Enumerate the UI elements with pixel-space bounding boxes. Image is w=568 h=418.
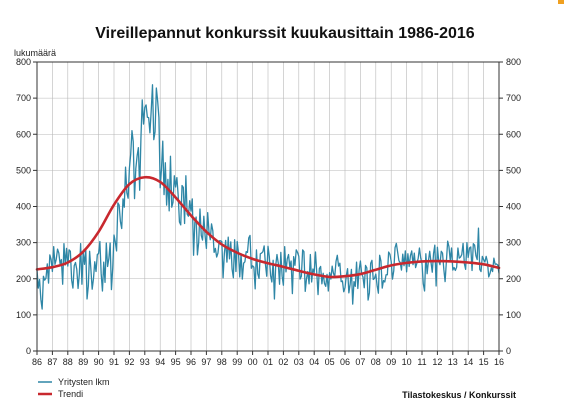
- y-tick-label: 600: [16, 129, 31, 139]
- y-tick-label: 500: [16, 165, 31, 175]
- x-tick-label: 98: [217, 357, 227, 367]
- x-tick-label: 93: [140, 357, 150, 367]
- x-tick-label: 90: [94, 357, 104, 367]
- chart-title: Vireillepannut konkurssit kuukausittain …: [95, 25, 475, 42]
- x-tick-label: 86: [32, 357, 42, 367]
- series-group: [35, 84, 501, 310]
- y-tick-label: 400: [506, 202, 521, 212]
- x-tick-label: 99: [232, 357, 242, 367]
- x-tick-label: 92: [124, 357, 134, 367]
- x-tick-label: 10: [402, 357, 412, 367]
- x-tick-label: 16: [494, 357, 504, 367]
- x-tick-label: 95: [171, 357, 181, 367]
- y-tick-label: 800: [16, 57, 31, 67]
- x-tick-label: 88: [63, 357, 73, 367]
- y-tick-label: 200: [506, 274, 521, 284]
- x-tick-label: 04: [309, 357, 319, 367]
- y-tick-label: 100: [16, 310, 31, 320]
- y-ticks-left: 0 100 200 300 400 500 600 700 800: [16, 57, 37, 356]
- x-tick-label: 00: [248, 357, 258, 367]
- y-tick-label: 500: [506, 165, 521, 175]
- x-tick-label: 11: [417, 357, 426, 367]
- x-ticks: 86 87 88 89 90 91 92 93 94 95 96 97 98 99 00 01 02 03 04 05…: [32, 351, 504, 367]
- y-tick-label: 700: [16, 93, 31, 103]
- source-note: Tilastokeskus / Konkurssit: [402, 390, 516, 400]
- x-tick-label: 02: [278, 357, 288, 367]
- x-tick-label: 89: [78, 357, 88, 367]
- y-tick-label: 800: [506, 57, 521, 67]
- y-tick-label: 600: [506, 129, 521, 139]
- grid: [37, 62, 499, 351]
- legend: Yritysten lkm Trendi: [38, 377, 110, 399]
- y-tick-label: 200: [16, 274, 31, 284]
- y-tick-label: 300: [16, 238, 31, 248]
- x-tick-label: 12: [432, 357, 442, 367]
- x-tick-label: 01: [263, 357, 273, 367]
- y-tick-label: 700: [506, 93, 521, 103]
- y-tick-label: 0: [506, 346, 511, 356]
- y-tick-label: 400: [16, 202, 31, 212]
- y-tick-label: 0: [26, 346, 31, 356]
- series-line-trend: [35, 175, 501, 279]
- x-tick-label: 97: [201, 357, 211, 367]
- x-tick-label: 06: [340, 357, 350, 367]
- x-tick-label: 09: [386, 357, 396, 367]
- x-tick-label: 14: [463, 357, 473, 367]
- x-tick-label: 94: [155, 357, 165, 367]
- y-tick-label: 100: [506, 310, 521, 320]
- x-tick-label: 15: [479, 357, 489, 367]
- y-axis-unit: lukumäärä: [14, 48, 56, 58]
- x-tick-label: 87: [47, 357, 57, 367]
- x-tick-label: 96: [186, 357, 196, 367]
- x-tick-label: 08: [371, 357, 381, 367]
- legend-label-monthly: Yritysten lkm: [58, 377, 110, 387]
- x-tick-label: 03: [294, 357, 304, 367]
- plot-frame: [36, 61, 500, 352]
- y-ticks-right: 0 100 200 300 400 500 600 700 800: [499, 57, 521, 356]
- x-tick-label: 13: [448, 357, 458, 367]
- x-tick-label: 07: [355, 357, 365, 367]
- corner-marker: [558, 0, 564, 4]
- x-tick-label: 05: [325, 357, 335, 367]
- y-tick-label: 300: [506, 238, 521, 248]
- x-tick-label: 91: [109, 357, 119, 367]
- series-line-monthly: [36, 84, 500, 310]
- legend-label-trend: Trendi: [58, 389, 83, 399]
